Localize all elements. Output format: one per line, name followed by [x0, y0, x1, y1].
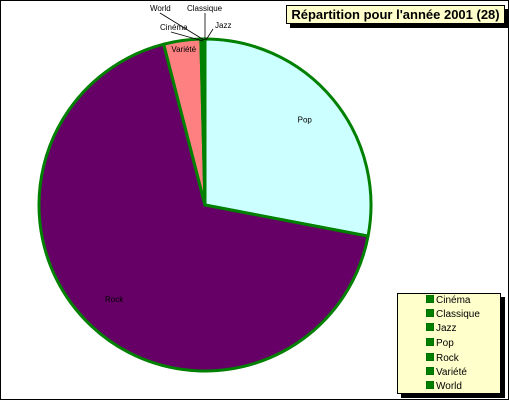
legend-label: Classique	[436, 309, 480, 320]
leader-line-world	[159, 12, 205, 41]
legend-label: Pop	[436, 338, 454, 349]
pie-slice-jazz	[202, 37, 207, 207]
legend-label: Cinéma	[436, 295, 471, 306]
legend: Cinéma Classique Jazz Pop Rock Variété W…	[397, 293, 501, 394]
legend-swatch-icon	[426, 381, 434, 390]
legend-item-jazz: Jazz	[426, 323, 457, 335]
pie-slices	[37, 37, 373, 373]
slice-label-rock: Rock	[105, 295, 124, 304]
legend-item-pop: Pop	[426, 338, 454, 350]
legend-item-variete: Variété	[426, 367, 467, 379]
legend-swatch-icon	[426, 338, 434, 347]
legend-item-world: World	[426, 381, 462, 393]
pie-slice-rock	[37, 42, 370, 373]
legend-swatch-icon	[426, 353, 434, 362]
slice-label-jazz: Jazz	[215, 21, 231, 30]
slice-labels: Pop Rock Variété Cinéma World Classique Jazz	[105, 4, 312, 304]
legend-swatch-icon	[426, 323, 434, 332]
legend-item-rock: Rock	[426, 353, 459, 365]
slice-label-classique: Classique	[187, 4, 223, 13]
legend-label: World	[436, 381, 462, 392]
legend-item-classique: Classique	[426, 309, 480, 321]
leader-lines	[159, 12, 214, 42]
legend-label: Variété	[436, 367, 467, 378]
slice-label-cinema: Cinéma	[160, 23, 188, 32]
slice-label-variete: Variété	[171, 45, 196, 54]
legend-label: Jazz	[436, 323, 457, 334]
pie-slice-pop	[203, 37, 373, 238]
chart-title: Répartition pour l'année 2001 (28)	[286, 5, 505, 24]
leader-line-cinema	[170, 31, 204, 42]
legend-swatch-icon	[426, 309, 434, 318]
slice-label-pop: Pop	[298, 115, 313, 124]
legend-item-cinema: Cinéma	[426, 295, 470, 307]
legend-label: Rock	[436, 353, 459, 364]
legend-swatch-icon	[426, 295, 434, 304]
slice-label-world: World	[150, 4, 171, 13]
legend-swatch-icon	[426, 367, 434, 376]
leader-line-jazz	[205, 28, 214, 41]
